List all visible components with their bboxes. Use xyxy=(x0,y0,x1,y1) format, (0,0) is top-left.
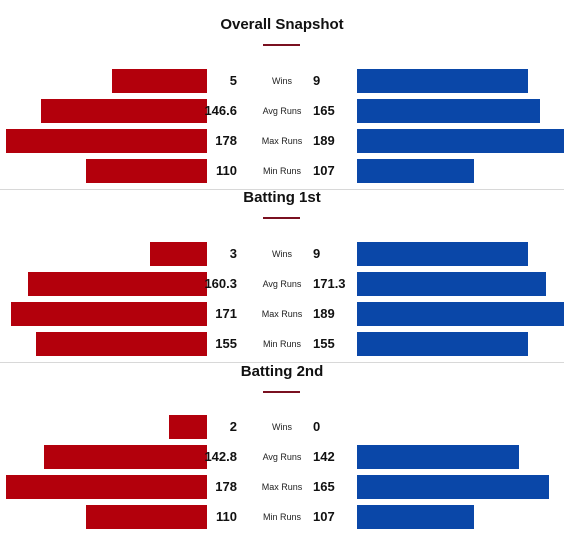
stat-label: Min Runs xyxy=(262,339,301,349)
stat-row-avg-runs: 142.8 Avg Runs 142 xyxy=(0,445,564,469)
stat-row-wins: 2 Wins 0 xyxy=(0,415,564,439)
stat-label: Max Runs xyxy=(261,136,303,146)
team1-bar xyxy=(112,69,207,93)
team1-bar xyxy=(36,332,207,356)
stat-label: Wins xyxy=(272,249,292,259)
stat-label: Avg Runs xyxy=(262,452,302,462)
team1-bar xyxy=(150,242,207,266)
team1-value: 2 xyxy=(229,419,237,434)
team2-value: 189 xyxy=(313,306,335,321)
stat-row-avg-runs: 160.3 Avg Runs 171.3 xyxy=(0,272,564,296)
team2-value: 165 xyxy=(313,103,335,118)
team2-bar xyxy=(357,445,519,469)
team1-bar xyxy=(44,445,207,469)
team2-value: 165 xyxy=(313,479,335,494)
team1-value: 142.8 xyxy=(204,449,237,464)
team1-bar xyxy=(169,415,207,439)
team2-value: 189 xyxy=(313,133,335,148)
team2-value: 9 xyxy=(313,246,321,261)
title-underline xyxy=(263,391,300,393)
stat-row-max-runs: 178 Max Runs 189 xyxy=(0,129,564,153)
section-title: Batting 2nd xyxy=(240,363,324,380)
team2-bar xyxy=(357,159,475,183)
stat-label: Min Runs xyxy=(262,166,301,176)
stat-row-max-runs: 171 Max Runs 189 xyxy=(0,302,564,326)
team1-bar xyxy=(86,159,207,183)
team1-value: 110 xyxy=(216,509,237,524)
team2-bar xyxy=(357,69,528,93)
team1-bar xyxy=(10,302,207,326)
team1-bar xyxy=(40,99,207,123)
title-underline xyxy=(263,44,300,46)
team1-bar xyxy=(86,505,207,529)
stat-label: Max Runs xyxy=(261,482,303,492)
team2-value: 107 xyxy=(313,163,335,178)
team1-value: 155 xyxy=(215,336,237,351)
team2-value: 0 xyxy=(313,419,321,434)
team2-value: 9 xyxy=(313,73,321,88)
team1-value: 160.3 xyxy=(204,276,237,291)
team1-value: 178 xyxy=(215,479,237,494)
stat-label: Max Runs xyxy=(261,309,303,319)
stat-row-min-runs: 110 Min Runs 107 xyxy=(0,505,564,529)
team2-bar xyxy=(357,332,528,356)
team2-value: 171.3 xyxy=(313,276,346,291)
stat-row-min-runs: 110 Min Runs 107 xyxy=(0,159,564,183)
section-divider xyxy=(0,189,564,190)
section-title: Batting 1st xyxy=(243,189,321,206)
team2-value: 107 xyxy=(313,509,335,524)
team2-value: 142 xyxy=(313,449,335,464)
stat-label: Avg Runs xyxy=(262,106,302,116)
title-underline xyxy=(263,217,300,219)
section-divider xyxy=(0,362,564,363)
team1-value: 3 xyxy=(229,246,237,261)
team2-bar xyxy=(357,242,528,266)
team1-bar xyxy=(5,475,207,499)
team2-bar xyxy=(357,505,475,529)
stat-label: Min Runs xyxy=(262,512,301,522)
team2-value: 155 xyxy=(313,336,335,351)
stat-row-min-runs: 155 Min Runs 155 xyxy=(0,332,564,356)
team1-value: 146.6 xyxy=(204,103,237,118)
team1-value: 5 xyxy=(229,73,237,88)
team2-bar xyxy=(357,475,549,499)
stat-label: Avg Runs xyxy=(262,279,302,289)
team2-bar xyxy=(357,129,564,153)
team2-bar xyxy=(357,272,547,296)
section-title: Overall Snapshot xyxy=(220,16,344,33)
stat-row-wins: 3 Wins 9 xyxy=(0,242,564,266)
team1-value: 110 xyxy=(216,163,237,178)
team1-bar xyxy=(5,129,207,153)
stat-label: Wins xyxy=(272,422,292,432)
team1-value: 178 xyxy=(215,133,237,148)
team1-bar xyxy=(27,272,207,296)
stat-row-avg-runs: 146.6 Avg Runs 165 xyxy=(0,99,564,123)
stat-label: Wins xyxy=(272,76,292,86)
stat-row-max-runs: 178 Max Runs 165 xyxy=(0,475,564,499)
stat-row-wins: 5 Wins 9 xyxy=(0,69,564,93)
team1-value: 171 xyxy=(215,306,237,321)
team2-bar xyxy=(357,302,564,326)
team2-bar xyxy=(357,99,541,123)
